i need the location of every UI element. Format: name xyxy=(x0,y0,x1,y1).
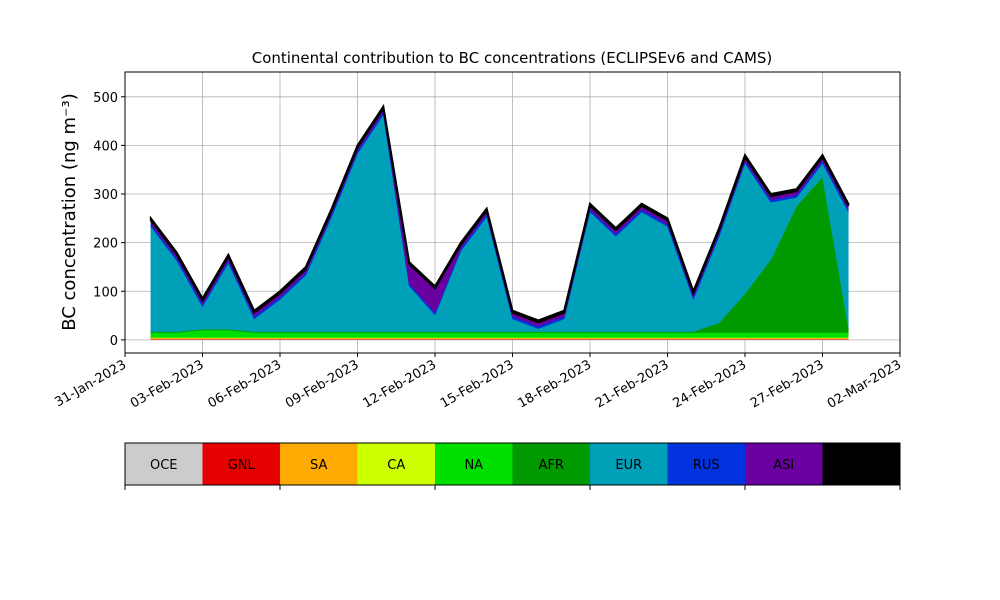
x-tick-label: 27-Feb-2023 xyxy=(748,357,827,411)
legend-swatch xyxy=(590,443,668,485)
legend-swatch xyxy=(125,443,203,485)
legend-swatch xyxy=(512,443,590,485)
y-tick-label: 0 xyxy=(110,334,118,349)
legend-label: CA xyxy=(387,458,405,473)
chart-title: Continental contribution to BC concentra… xyxy=(252,49,773,67)
legend-swatch xyxy=(202,443,280,485)
legend-swatch xyxy=(667,443,745,485)
x-tick-label: 24-Feb-2023 xyxy=(670,357,749,411)
legend-swatch xyxy=(435,443,513,485)
x-tick-label: 06-Feb-2023 xyxy=(205,357,284,411)
y-axis-label: BC concentration (ng m⁻³) xyxy=(59,93,80,331)
y-tick-label: 200 xyxy=(93,237,118,252)
legend-swatch xyxy=(745,443,823,485)
y-tick-label: 100 xyxy=(93,285,118,300)
x-tick-label: 03-Feb-2023 xyxy=(128,357,207,411)
legend-swatch xyxy=(280,443,358,485)
legend-label: NA xyxy=(464,458,483,473)
x-tick-label: 09-Feb-2023 xyxy=(283,357,362,411)
x-tick-label: 21-Feb-2023 xyxy=(593,357,672,411)
x-tick-label: 12-Feb-2023 xyxy=(360,357,439,411)
legend-label: OCE xyxy=(150,458,178,473)
x-tick-label: 15-Feb-2023 xyxy=(438,357,517,411)
y-tick-label: 400 xyxy=(93,139,118,154)
legend-label: AFR xyxy=(539,458,564,473)
legend-label: SA xyxy=(310,458,327,473)
legend-label: RUS xyxy=(693,458,720,473)
legend-label: AUS xyxy=(848,458,875,473)
legend-label: ASI xyxy=(773,458,794,473)
colorbar-ticks xyxy=(124,485,901,490)
x-tick-label: 18-Feb-2023 xyxy=(515,357,594,411)
y-tick-label: 500 xyxy=(93,91,118,106)
y-tick-label: 300 xyxy=(93,188,118,203)
legend-swatch xyxy=(357,443,435,485)
legend-swatch xyxy=(822,443,900,485)
area xyxy=(149,103,850,324)
legend-label: GNL xyxy=(228,458,256,473)
x-tick-label: 02-Mar-2023 xyxy=(825,357,904,411)
x-tick-label: 31-Jan-2023 xyxy=(52,357,129,410)
legend-label: EUR xyxy=(615,458,642,473)
legend-frame xyxy=(124,442,901,486)
